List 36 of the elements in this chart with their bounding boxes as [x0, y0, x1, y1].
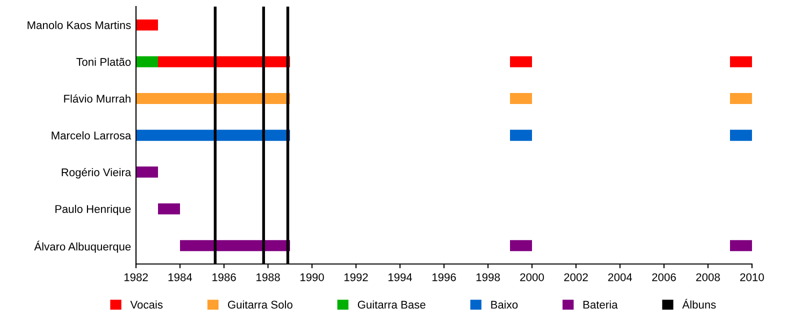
y-tick-label: Manolo Kaos Martins — [28, 20, 131, 30]
legend-label: Vocais — [130, 300, 163, 309]
bar — [158, 56, 290, 68]
legend-label: Guitarra Base — [358, 300, 426, 309]
bar — [136, 93, 290, 104]
legend-label: Álbuns — [682, 298, 716, 309]
bar — [180, 240, 290, 252]
bar — [158, 203, 180, 214]
legend-label: Guitarra Solo — [228, 300, 292, 309]
x-tick-label: 1996 — [432, 273, 456, 282]
y-tick-label: Rogério Vieira — [62, 168, 132, 178]
x-tick-label: 1998 — [476, 273, 500, 282]
x-tick-label: 2000 — [520, 273, 544, 282]
y-tick-label: Paulo Henrique — [55, 204, 131, 216]
x-tick-label: 1986 — [212, 273, 236, 282]
y-tick-label: Toni Platão — [76, 58, 131, 66]
x-tick-label: 1984 — [168, 273, 192, 282]
x-tick-label: 1982 — [124, 273, 148, 282]
legend-label: Bateria — [583, 300, 618, 309]
x-tick-label: 1994 — [388, 273, 412, 282]
x-tick-label: 1992 — [344, 273, 368, 282]
x-tick-label: 2010 — [740, 273, 764, 282]
bar — [136, 130, 290, 141]
legend-label: Baixo — [491, 300, 518, 309]
x-tick-label: 1988 — [256, 273, 280, 282]
x-tick-label: 2006 — [652, 273, 676, 282]
y-tick-label: Marcelo Larrosa — [52, 131, 132, 140]
x-tick-label: 1990 — [300, 273, 324, 282]
x-tick-label: 2004 — [608, 273, 632, 282]
bar — [136, 166, 158, 178]
bar — [136, 19, 158, 30]
x-tick-label: 2008 — [696, 273, 720, 282]
y-tick-label: Álvaro Albuquerque — [34, 240, 131, 253]
bar — [136, 56, 158, 68]
y-tick-label: Flávio Murrah — [64, 94, 130, 103]
x-tick-label: 2002 — [564, 273, 588, 282]
